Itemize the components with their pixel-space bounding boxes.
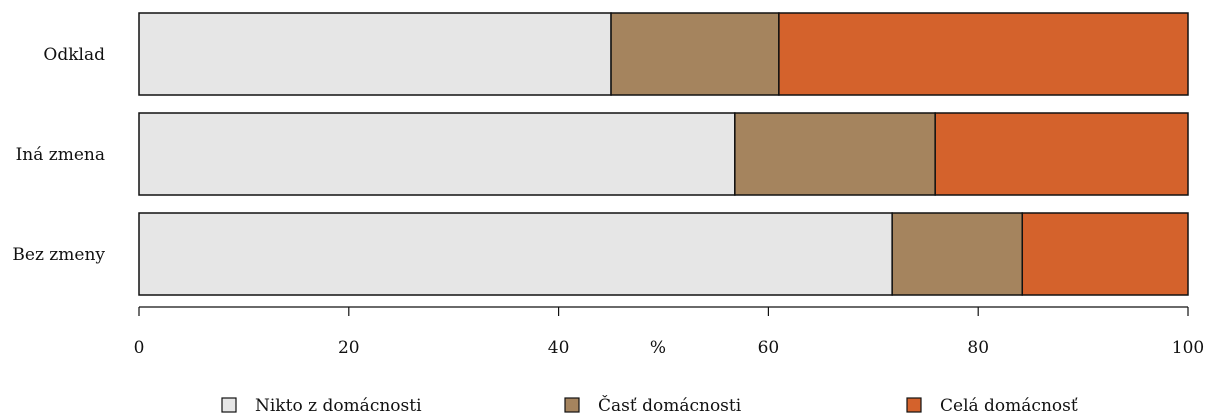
x-tick-label: 60: [758, 338, 780, 358]
legend-label-nikto-z-domacnosti: Nikto z domácnosti: [255, 396, 422, 414]
x-tick-label: 100: [1172, 338, 1204, 358]
legend-swatch-nikto-z-domacnosti: [221, 397, 237, 413]
legend-item-cast-domacnosti: Časť domácnosti: [564, 395, 742, 414]
x-axis: 0 20 40 60 80 100: [134, 306, 1204, 358]
x-tick-label: 0: [134, 338, 145, 358]
category-label-odklad: Odklad: [43, 45, 105, 65]
legend-item-nikto-z-domacnosti: Nikto z domácnosti: [221, 396, 422, 414]
category-label-ina-zmena: Iná zmena: [16, 145, 105, 165]
bars-layer: [138, 12, 1189, 296]
bar-segment-bez-zmeny-nikto-z-domacnosti: [138, 212, 893, 296]
legend-item-cela-domacnost: Celá domácnosť: [906, 396, 1078, 414]
bar-segment-ina-zmena-cast-domacnosti: [734, 112, 936, 196]
bar-segment-bez-zmeny-cela-domacnost: [1021, 212, 1189, 296]
x-tick-label: 40: [548, 338, 570, 358]
legend-label-cela-domacnost: Celá domácnosť: [940, 396, 1078, 414]
legend: Nikto z domácnosti Časť domácnosti Celá do…: [221, 395, 1078, 414]
category-label-bez-zmeny: Bez zmeny: [12, 245, 105, 265]
legend-label-cast-domacnosti: Časť domácnosti: [598, 395, 742, 414]
category-labels: Odklad Iná zmena Bez zmeny: [12, 45, 105, 265]
bar-segment-bez-zmeny-cast-domacnosti: [891, 212, 1024, 296]
legend-swatch-cast-domacnosti: [564, 397, 580, 413]
bar-segment-odklad-cast-domacnosti: [610, 12, 780, 96]
x-axis-title: %: [650, 338, 666, 358]
bar-segment-odklad-nikto-z-domacnosti: [138, 12, 612, 96]
legend-swatch-cela-domacnost: [906, 397, 922, 413]
x-tick-label: 80: [967, 338, 989, 358]
bar-segment-odklad-cela-domacnost: [778, 12, 1189, 96]
bar-segment-ina-zmena-cela-domacnost: [934, 112, 1189, 196]
x-tick-label: 20: [338, 338, 360, 358]
bar-segment-ina-zmena-nikto-z-domacnosti: [138, 112, 736, 196]
